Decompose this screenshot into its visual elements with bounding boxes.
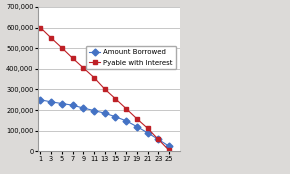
Pyable with Interest — [146, 127, 149, 129]
Pyable with Interest — [157, 138, 160, 140]
Amount Borrowed — [167, 145, 171, 147]
Pyable with Interest — [49, 37, 53, 39]
Amount Borrowed — [103, 112, 106, 114]
Pyable with Interest — [124, 108, 128, 110]
Line: Pyable with Interest: Pyable with Interest — [38, 25, 171, 153]
Pyable with Interest — [39, 27, 42, 29]
Amount Borrowed — [146, 132, 149, 134]
Pyable with Interest — [135, 118, 139, 120]
Pyable with Interest — [114, 98, 117, 100]
Amount Borrowed — [39, 99, 42, 101]
Pyable with Interest — [60, 47, 64, 49]
Pyable with Interest — [81, 67, 85, 69]
Amount Borrowed — [124, 120, 128, 122]
Amount Borrowed — [49, 101, 53, 103]
Amount Borrowed — [157, 138, 160, 140]
Amount Borrowed — [92, 109, 96, 112]
Legend: Amount Borrowed, Pyable with Interest: Amount Borrowed, Pyable with Interest — [86, 46, 176, 69]
Amount Borrowed — [71, 104, 74, 106]
Pyable with Interest — [71, 57, 74, 59]
Line: Amount Borrowed: Amount Borrowed — [38, 97, 171, 149]
Pyable with Interest — [103, 88, 106, 90]
Pyable with Interest — [167, 149, 171, 151]
Amount Borrowed — [60, 102, 64, 105]
Pyable with Interest — [92, 77, 96, 79]
Amount Borrowed — [114, 116, 117, 118]
Amount Borrowed — [135, 126, 139, 128]
Amount Borrowed — [81, 107, 85, 109]
